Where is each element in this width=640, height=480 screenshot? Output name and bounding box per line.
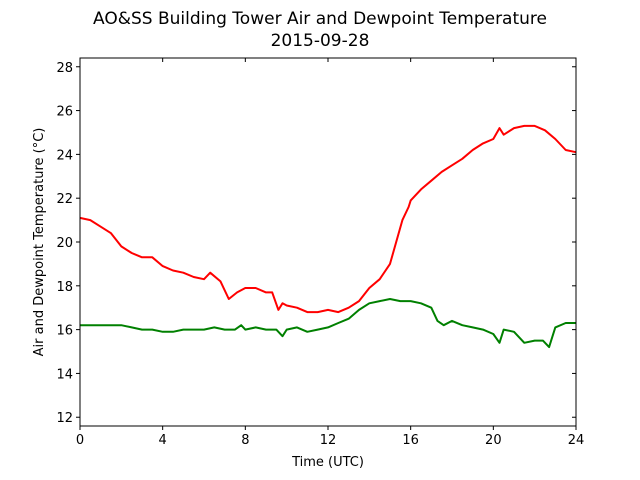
- x-tick-label: 12: [320, 433, 337, 448]
- x-axis-label: Time (UTC): [291, 455, 364, 470]
- series-layer: [79, 124, 577, 349]
- y-tick-label: 22: [56, 192, 73, 207]
- chart-subtitle: 2015-09-28: [271, 31, 370, 51]
- y-tick-label: 20: [56, 236, 73, 251]
- plot-frame: [79, 57, 577, 427]
- x-tick-label: 8: [241, 433, 249, 448]
- tick-layer: 0 4 8 12 16 20 24 12 14 16 18 20 22 24 26 28: [56, 58, 584, 448]
- x-tick-label: 24: [568, 433, 585, 448]
- y-tick-label: 24: [56, 148, 73, 163]
- y-tick-label: 28: [56, 61, 73, 76]
- y-tick-label: 16: [56, 324, 73, 339]
- y-axis-label: Air and Dewpoint Temperature (°C): [32, 128, 47, 357]
- x-tick-label: 0: [76, 433, 84, 448]
- series-line-1: [80, 298, 576, 349]
- x-tick-label: 16: [402, 433, 419, 448]
- chart-title: AO&SS Building Tower Air and Dewpoint Te…: [93, 9, 547, 29]
- y-tick-label: 18: [56, 280, 73, 295]
- y-tick-label: 26: [56, 105, 73, 120]
- x-tick-label: 20: [485, 433, 502, 448]
- x-tick-label: 4: [159, 433, 167, 448]
- y-tick-label: 14: [56, 367, 73, 382]
- series-line-0: [79, 124, 577, 314]
- y-tick-label: 12: [56, 411, 73, 426]
